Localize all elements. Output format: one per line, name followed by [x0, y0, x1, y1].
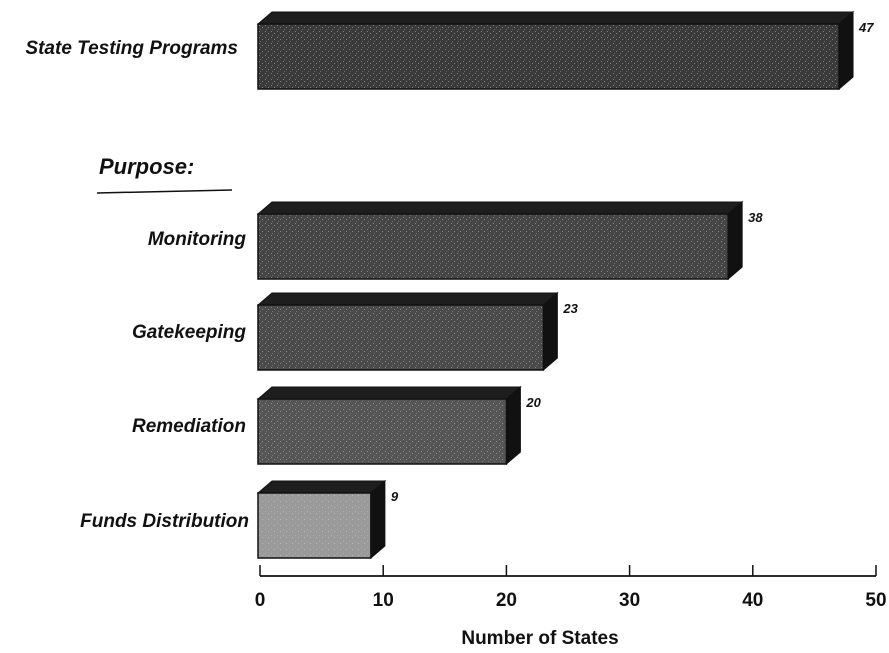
bar-top-face: [256, 201, 744, 215]
x-tick-label-40: 40: [742, 590, 763, 611]
value-label-gatekeeping: 23: [562, 301, 578, 316]
bar-funds-distribution: 9: [256, 479, 399, 560]
bar-texture: [259, 400, 506, 463]
bar-side-face: [370, 479, 386, 560]
value-label-monitoring: 38: [748, 210, 763, 225]
category-label-state-testing-programs: State Testing Programs: [25, 38, 238, 59]
bar-top-face: [256, 480, 387, 494]
bar-top-face: [256, 11, 855, 25]
category-label-gatekeeping: Gatekeeping: [132, 322, 246, 343]
bar-gatekeeping: 23: [256, 291, 579, 372]
section-header: Purpose:: [96, 154, 233, 194]
value-label-funds-distribution: 9: [391, 489, 399, 504]
bar-state-testing-programs: 47: [256, 10, 874, 91]
category-label-remediation: Remediation: [132, 416, 246, 437]
bar-monitoring: 38: [256, 200, 763, 281]
category-labels: State Testing Programs Monitoring Gatekeep…: [25, 38, 249, 532]
x-tick-label-10: 10: [373, 590, 394, 611]
category-label-funds-distribution: Funds Distribution: [80, 511, 249, 532]
bars-layer: 47 38 23 20 9: [256, 10, 874, 560]
bar-texture: [259, 306, 543, 369]
x-tick-label-20: 20: [496, 590, 517, 611]
x-axis-title: Number of States: [461, 628, 618, 649]
bar-side-face: [505, 385, 521, 466]
value-label-remediation: 20: [525, 395, 541, 410]
bar-texture: [259, 25, 839, 88]
section-label-purpose: Purpose:: [99, 154, 194, 179]
bar-side-face: [542, 291, 558, 372]
x-tick-label-50: 50: [865, 590, 886, 611]
x-axis: 0 10 20 30 40 50 Number of States: [255, 565, 887, 649]
bar-top-face: [256, 386, 522, 400]
section-underline: [96, 189, 233, 194]
value-label-state-testing-programs: 47: [858, 20, 874, 35]
category-label-monitoring: Monitoring: [148, 229, 247, 250]
bar-side-face: [838, 10, 854, 91]
bar-remediation: 20: [256, 385, 542, 466]
bar-side-face: [727, 200, 743, 281]
bar-texture: [259, 215, 728, 278]
bar-texture: [259, 494, 370, 557]
x-tick-label-30: 30: [619, 590, 640, 611]
x-tick-label-0: 0: [255, 590, 266, 611]
bar-top-face: [256, 292, 559, 306]
